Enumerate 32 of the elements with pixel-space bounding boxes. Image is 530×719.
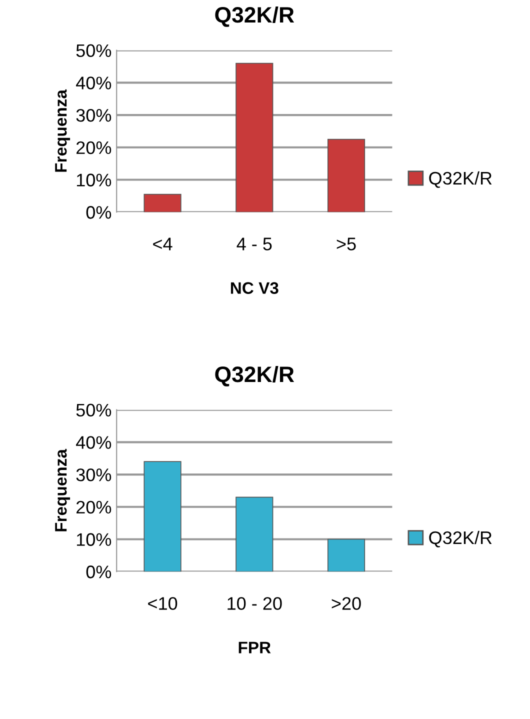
chart-title: Q32K/R (215, 366, 294, 386)
y-axis-title: Frequenza (55, 89, 70, 172)
y-tick-label: 0% (86, 206, 112, 219)
bar (144, 194, 182, 212)
y-tick-label: 40% (76, 76, 112, 90)
x-tick-label: 10 - 20 (228, 597, 282, 610)
legend-label: Q32K/R (429, 530, 492, 548)
x-tick-label: >5 (336, 238, 356, 250)
x-tick-label: 4 - 5 (236, 238, 272, 250)
y-tick-label: 10% (76, 533, 112, 546)
x-tick-label: <10 (148, 597, 178, 610)
y-tick-label: 50% (76, 404, 112, 417)
bar (236, 496, 274, 572)
chart-title: Q32K/R (215, 6, 294, 27)
y-tick-label: 10% (76, 174, 112, 186)
x-axis-title: NC V3 (230, 282, 278, 294)
y-axis-title: Frequenza (55, 448, 70, 532)
x-tick-label: <4 (153, 238, 172, 250)
bar (144, 461, 182, 572)
y-tick-label: 40% (76, 436, 112, 449)
y-tick-label: 20% (76, 500, 112, 514)
x-tick-label: >20 (332, 597, 361, 610)
y-tick-label: 0% (86, 566, 112, 578)
x-axis-title: FPR (238, 642, 271, 654)
bar (236, 62, 274, 212)
y-tick-label: 20% (76, 141, 112, 154)
bar (327, 138, 366, 212)
y-tick-label: 50% (76, 44, 112, 58)
bar (327, 538, 366, 572)
legend-label: Q32K/R (429, 171, 492, 188)
y-tick-label: 30% (76, 108, 112, 122)
y-tick-label: 30% (76, 468, 112, 482)
